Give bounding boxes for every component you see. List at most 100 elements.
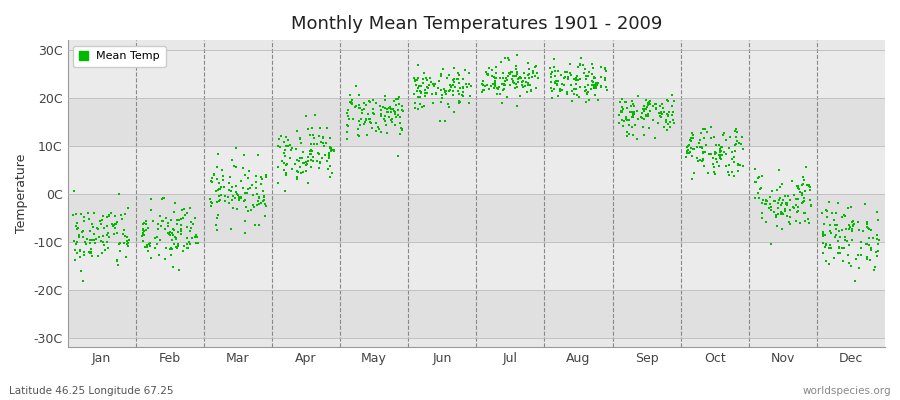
Point (462, 100, 476, 107)
Point (231, 197, 246, 203)
Point (773, 209, 788, 215)
Point (234, 194, 248, 200)
Point (359, 102, 374, 108)
Point (850, 219, 865, 225)
Point (831, 200, 845, 206)
Point (222, 200, 237, 206)
Point (822, 198, 836, 205)
Point (502, 57, 517, 63)
Point (612, 120, 626, 126)
Point (299, 158, 313, 165)
Point (831, 250, 845, 256)
Point (776, 196, 790, 203)
Point (152, 252, 166, 258)
Point (220, 194, 235, 201)
Point (695, 144, 709, 150)
Point (842, 224, 857, 230)
Point (376, 104, 391, 111)
Point (804, 202, 818, 208)
Point (667, 98, 681, 104)
Point (211, 212, 225, 218)
Point (341, 113, 356, 119)
Point (106, 223, 121, 230)
Point (565, 88, 580, 95)
Point (324, 148, 338, 154)
Point (510, 71, 525, 77)
Point (763, 201, 778, 207)
Point (212, 186, 227, 192)
Point (356, 107, 370, 113)
Point (864, 226, 878, 233)
Point (569, 77, 583, 84)
Point (120, 234, 134, 240)
Point (204, 179, 219, 185)
Point (293, 164, 308, 170)
Point (362, 98, 376, 104)
Point (844, 262, 859, 269)
Point (110, 230, 124, 236)
Point (680, 144, 694, 150)
Point (796, 198, 811, 204)
Point (84, 246, 98, 253)
Point (634, 110, 649, 116)
Point (84, 250, 98, 256)
Point (615, 117, 629, 123)
Point (520, 80, 535, 86)
Point (796, 210, 811, 216)
Point (323, 144, 338, 150)
Point (320, 166, 335, 172)
Point (792, 186, 806, 192)
Point (256, 198, 270, 204)
Point (90, 224, 104, 231)
Point (312, 159, 327, 165)
Point (209, 222, 223, 228)
Point (685, 153, 699, 160)
Point (728, 148, 742, 154)
Point (409, 78, 423, 84)
Point (493, 91, 508, 97)
Point (652, 120, 666, 126)
Point (207, 172, 221, 178)
Point (637, 108, 652, 114)
Point (706, 160, 720, 167)
Point (612, 112, 626, 118)
Point (641, 112, 655, 119)
Point (735, 163, 750, 170)
Point (234, 178, 248, 184)
Point (167, 233, 182, 240)
Point (476, 78, 491, 84)
Point (615, 107, 629, 114)
Point (520, 89, 535, 96)
Point (681, 141, 696, 148)
Point (278, 147, 293, 153)
Point (583, 85, 598, 92)
Point (392, 100, 407, 107)
Point (714, 148, 728, 154)
Point (366, 110, 381, 117)
Point (833, 234, 848, 240)
Point (480, 71, 494, 78)
Point (418, 90, 433, 96)
Point (140, 224, 155, 231)
Point (102, 211, 116, 218)
Point (436, 65, 450, 72)
Point (666, 120, 680, 126)
Point (435, 92, 449, 98)
Point (434, 71, 448, 77)
Point (488, 82, 502, 89)
Point (652, 113, 667, 120)
Point (788, 196, 803, 202)
Point (439, 88, 454, 94)
Point (622, 122, 636, 128)
Point (156, 194, 170, 201)
Point (456, 92, 471, 99)
Point (256, 194, 271, 200)
Point (91, 253, 105, 259)
Point (832, 244, 847, 250)
Point (752, 195, 766, 201)
Point (310, 150, 325, 156)
Point (254, 199, 268, 206)
Point (793, 189, 807, 196)
Point (232, 195, 247, 202)
Point (460, 84, 474, 90)
